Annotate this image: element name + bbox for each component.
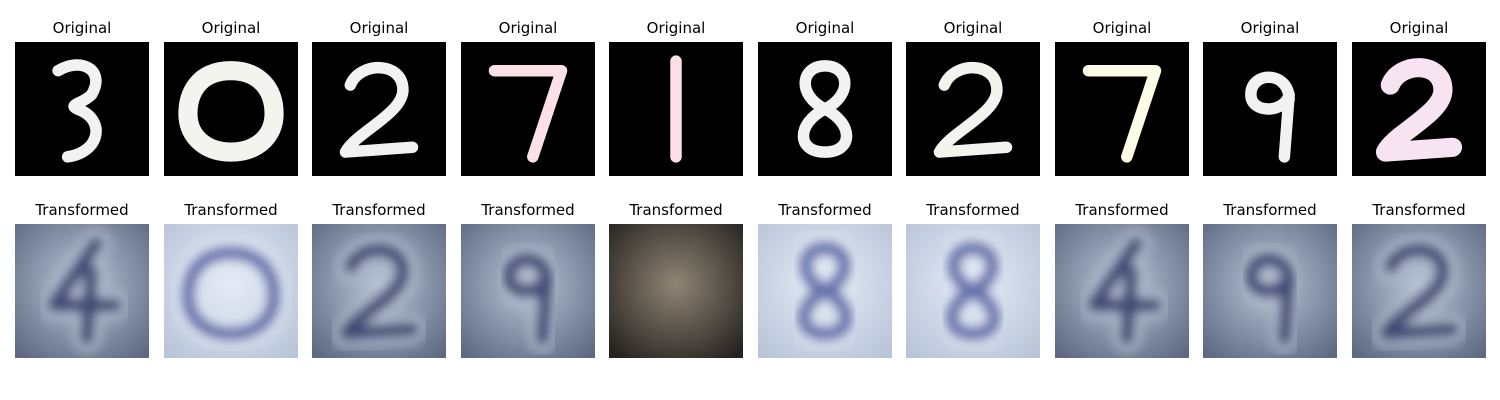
- original-digit-image-10: [1352, 42, 1486, 176]
- transformed-digit-image-4: [461, 224, 595, 358]
- transformed-title-8: Transformed: [1075, 201, 1169, 219]
- original-title-1: Original: [52, 19, 112, 37]
- transformed-digit-image-6: [758, 224, 892, 358]
- original-title-3: Original: [349, 19, 409, 37]
- original-title-7: Original: [943, 19, 1003, 37]
- original-digit-image-5: [609, 42, 743, 176]
- transformed-digit-image-8: [1055, 224, 1189, 358]
- original-digit-image-7: [906, 42, 1040, 176]
- original-digit-image-3: [312, 42, 446, 176]
- transformed-digit-image-7: [906, 224, 1040, 358]
- transformed-title-7: Transformed: [926, 201, 1020, 219]
- original-title-8: Original: [1092, 19, 1152, 37]
- transformed-title-9: Transformed: [1223, 201, 1317, 219]
- transformed-title-4: Transformed: [481, 201, 575, 219]
- original-title-6: Original: [795, 19, 855, 37]
- transformed-title-2: Transformed: [184, 201, 278, 219]
- original-digit-image-2: [164, 42, 298, 176]
- digit-stroke: [488, 64, 568, 163]
- transformed-title-1: Transformed: [35, 201, 129, 219]
- digit-stroke: [339, 61, 419, 158]
- digit-stroke: [1375, 58, 1463, 162]
- transformed-title-5: Transformed: [629, 201, 723, 219]
- digit-stroke: [1245, 71, 1295, 163]
- transformed-title-3: Transformed: [332, 201, 426, 219]
- original-digit-image-4: [461, 42, 595, 176]
- digit-stroke: [1082, 64, 1162, 163]
- original-title-2: Original: [201, 19, 261, 37]
- transformed-digit-image-3: [312, 224, 446, 358]
- digit-stroke: [52, 59, 102, 163]
- original-digit-image-8: [1055, 42, 1189, 176]
- transformed-title-6: Transformed: [778, 201, 872, 219]
- digit-stroke: [178, 61, 284, 162]
- digit-stroke: [933, 61, 1013, 158]
- transformed-digit-image-5: [609, 224, 743, 358]
- digit-stroke: [797, 60, 853, 158]
- original-title-10: Original: [1389, 19, 1449, 37]
- transformed-title-10: Transformed: [1372, 201, 1466, 219]
- original-digit-image-9: [1203, 42, 1337, 176]
- transformed-digit-image-10: [1352, 224, 1486, 358]
- original-title-5: Original: [646, 19, 706, 37]
- original-digit-image-1: [15, 42, 149, 176]
- transformed-digit-image-1: [15, 224, 149, 358]
- transformed-digit-image-9: [1203, 224, 1337, 358]
- original-title-4: Original: [498, 19, 558, 37]
- original-digit-image-6: [758, 42, 892, 176]
- original-title-9: Original: [1240, 19, 1300, 37]
- transformed-digit-image-2: [164, 224, 298, 358]
